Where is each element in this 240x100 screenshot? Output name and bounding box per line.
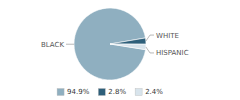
- legend-item: 94.9%: [57, 88, 90, 96]
- legend: 94.9% 2.8% 2.4%: [57, 88, 163, 96]
- leader-line: [146, 47, 154, 53]
- slice-label: BLACK: [41, 41, 64, 49]
- pie-slice: [110, 38, 146, 44]
- legend-label: 94.9%: [67, 88, 90, 96]
- slice-label: WHITE: [156, 32, 179, 40]
- legend-label: 2.8%: [108, 88, 126, 96]
- chart: BLACK WHITE HISPANIC 94.9% 2.8% 2.4%: [0, 0, 240, 100]
- leader-line: [146, 35, 154, 41]
- legend-label: 2.4%: [145, 88, 163, 96]
- legend-swatch: [135, 89, 142, 96]
- slice-labels: BLACK WHITE HISPANIC: [41, 32, 189, 58]
- legend-item: 2.4%: [135, 88, 163, 96]
- pie: [74, 8, 146, 80]
- legend-swatch: [57, 89, 64, 96]
- legend-swatch: [98, 89, 105, 96]
- slice-label: HISPANIC: [156, 49, 189, 57]
- leader-line: [66, 44, 74, 45]
- pie-slice: [74, 8, 146, 80]
- pie-slice: [110, 44, 146, 50]
- legend-item: 2.8%: [98, 88, 126, 96]
